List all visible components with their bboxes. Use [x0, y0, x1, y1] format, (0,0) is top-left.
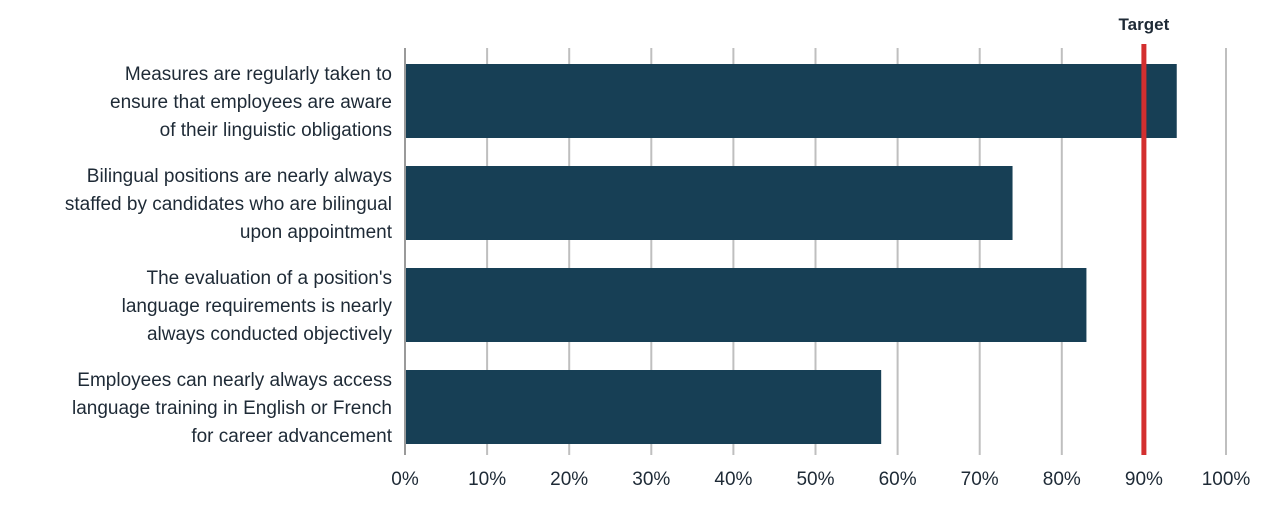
bars [406, 64, 1177, 444]
x-tick-label: 70% [961, 469, 999, 490]
category-labels: Measures are regularly taken to ensure th… [65, 64, 393, 447]
category-label-line: Measures are regularly taken to [125, 64, 392, 85]
x-tick-label: 50% [796, 469, 834, 490]
category-label-line: for career advancement [191, 426, 392, 447]
category-label: Measures are regularly taken to ensure th… [110, 64, 392, 141]
x-tick-label: 40% [714, 469, 752, 490]
category-label-line: upon appointment [240, 222, 393, 243]
category-label-line: always conducted objectively [147, 324, 393, 345]
target-marker: Target [1119, 15, 1170, 455]
x-tick-label: 30% [632, 469, 670, 490]
category-label-line: language requirements is nearly [122, 296, 393, 317]
x-tick-label: 10% [468, 469, 506, 490]
category-label: The evaluation of a position's language r… [122, 268, 393, 345]
category-label-line: staffed by candidates who are bilingual [65, 194, 392, 215]
target-label: Target [1119, 15, 1170, 34]
category-label: Employees can nearly always access langua… [72, 370, 393, 447]
category-label-line: Bilingual positions are nearly always [87, 166, 392, 187]
category-label: Bilingual positions are nearly always sta… [65, 166, 393, 243]
x-tick-label: 80% [1043, 469, 1081, 490]
x-tick-label: 100% [1202, 469, 1251, 490]
x-tick-label: 20% [550, 469, 588, 490]
category-label-line: language training in English or French [72, 398, 392, 419]
bar [406, 268, 1087, 342]
x-axis-tick-labels: 0% 10% 20% 30% 40% 50% 60% 70% 80% 90% 100% [391, 469, 1250, 490]
category-label-line: Employees can nearly always access [77, 370, 392, 391]
x-tick-label: 60% [879, 469, 917, 490]
x-tick-label: 90% [1125, 469, 1163, 490]
x-tick-label: 0% [391, 469, 419, 490]
category-label-line: of their linguistic obligations [160, 120, 392, 141]
bar [406, 64, 1177, 138]
bar [406, 166, 1013, 240]
bar [406, 370, 882, 444]
category-label-line: ensure that employees are aware [110, 92, 392, 113]
category-label-line: The evaluation of a position's [146, 268, 392, 289]
